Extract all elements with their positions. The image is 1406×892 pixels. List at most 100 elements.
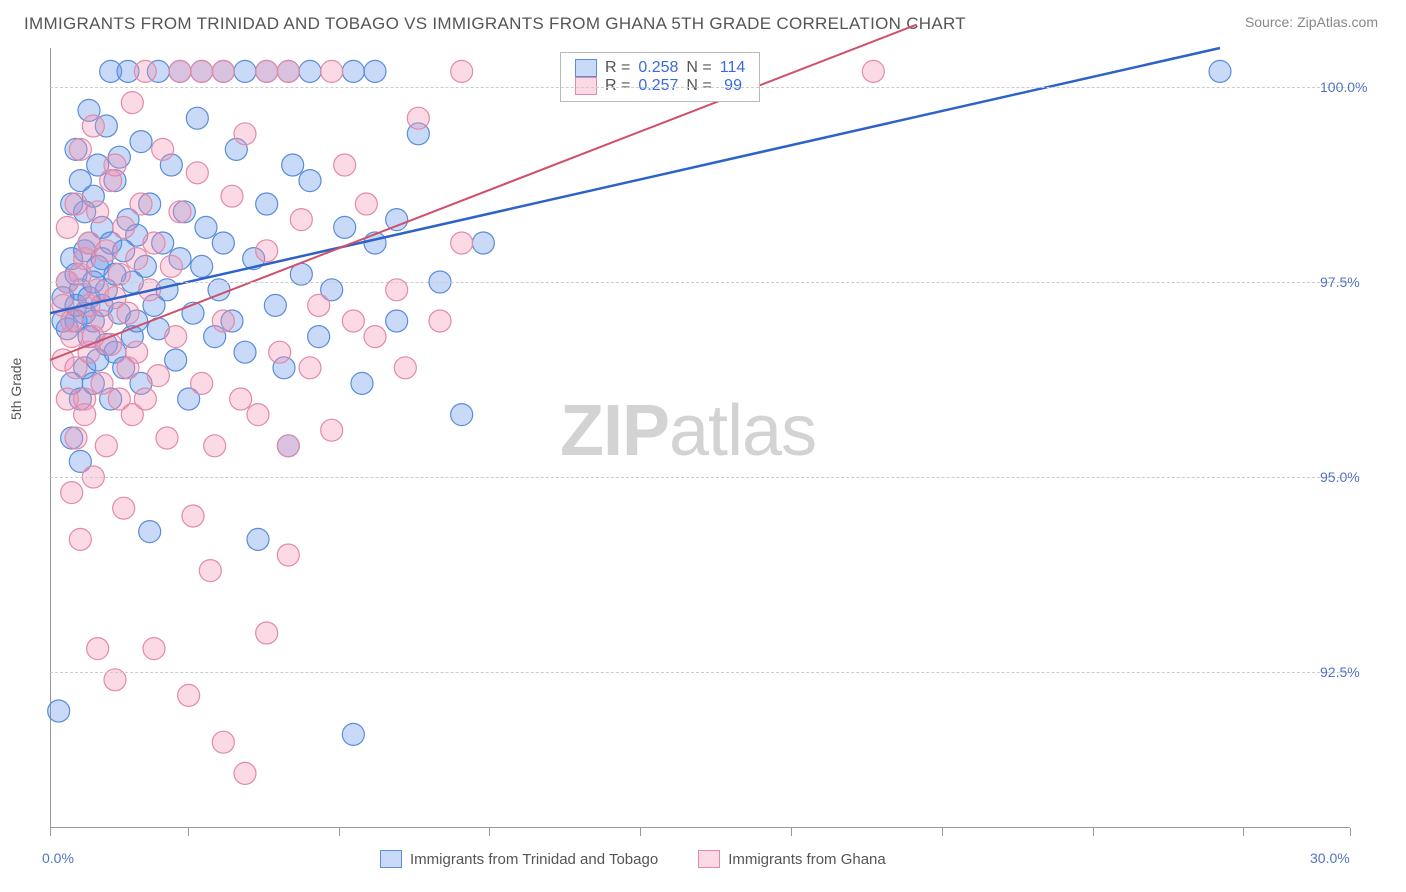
scatter-point-ghana	[87, 201, 109, 223]
r-label: R =	[605, 59, 630, 77]
scatter-point-ghana	[269, 341, 291, 363]
gridline-h	[50, 87, 1350, 88]
scatter-point-ghana	[178, 684, 200, 706]
scatter-point-trinidad	[165, 349, 187, 371]
scatter-point-trinidad	[386, 209, 408, 231]
y-tick-label: 92.5%	[1320, 664, 1360, 680]
scatter-point-ghana	[134, 388, 156, 410]
scatter-point-trinidad	[334, 216, 356, 238]
scatter-point-ghana	[126, 341, 148, 363]
x-tick	[942, 828, 943, 836]
scatter-point-ghana	[321, 419, 343, 441]
scatter-plot	[50, 48, 1350, 828]
n-label: N =	[686, 77, 711, 95]
scatter-point-trinidad	[139, 521, 161, 543]
legend-label: Immigrants from Ghana	[728, 851, 886, 868]
scatter-point-trinidad	[247, 528, 269, 550]
scatter-point-ghana	[199, 560, 221, 582]
scatter-point-ghana	[113, 497, 135, 519]
scatter-point-ghana	[364, 326, 386, 348]
scatter-point-ghana	[230, 388, 252, 410]
r-value: 0.257	[638, 77, 678, 95]
scatter-point-ghana	[321, 60, 343, 82]
swatch-blue-icon	[380, 850, 402, 868]
scatter-point-ghana	[394, 357, 416, 379]
legend-item-ghana: Immigrants from Ghana	[698, 850, 886, 868]
scatter-point-ghana	[256, 60, 278, 82]
scatter-point-ghana	[134, 60, 156, 82]
x-tick-max: 30.0%	[1310, 850, 1350, 866]
scatter-point-ghana	[451, 232, 473, 254]
scatter-point-ghana	[156, 427, 178, 449]
y-axis-label: 5th Grade	[8, 358, 24, 420]
scatter-point-trinidad	[130, 131, 152, 153]
scatter-point-ghana	[61, 310, 83, 332]
scatter-point-ghana	[212, 731, 234, 753]
scatter-point-trinidad	[342, 723, 364, 745]
scatter-point-ghana	[91, 310, 113, 332]
scatter-point-ghana	[104, 154, 126, 176]
scatter-point-ghana	[299, 357, 321, 379]
scatter-point-ghana	[277, 544, 299, 566]
x-tick	[640, 828, 641, 836]
scatter-point-trinidad	[299, 60, 321, 82]
swatch-pink-icon	[698, 850, 720, 868]
gridline-h	[50, 672, 1350, 673]
scatter-point-trinidad	[48, 700, 70, 722]
scatter-point-trinidad	[364, 60, 386, 82]
scatter-point-ghana	[143, 232, 165, 254]
scatter-point-ghana	[429, 310, 451, 332]
scatter-point-ghana	[117, 302, 139, 324]
scatter-point-ghana	[186, 162, 208, 184]
scatter-point-ghana	[74, 404, 96, 426]
scatter-point-ghana	[451, 60, 473, 82]
correlation-row-trinidad: R = 0.258 N = 114	[575, 59, 745, 77]
correlation-legend: R = 0.258 N = 114 R = 0.257 N = 99	[560, 52, 760, 102]
source-label: Source: ZipAtlas.com	[1245, 14, 1378, 30]
legend-label: Immigrants from Trinidad and Tobago	[410, 851, 658, 868]
scatter-point-trinidad	[299, 170, 321, 192]
scatter-point-trinidad	[1209, 60, 1231, 82]
scatter-point-ghana	[308, 294, 330, 316]
scatter-point-ghana	[862, 60, 884, 82]
scatter-point-trinidad	[212, 232, 234, 254]
scatter-point-ghana	[277, 60, 299, 82]
x-tick	[1243, 828, 1244, 836]
x-tick	[339, 828, 340, 836]
legend-item-trinidad: Immigrants from Trinidad and Tobago	[380, 850, 658, 868]
scatter-point-ghana	[61, 482, 83, 504]
scatter-point-ghana	[169, 201, 191, 223]
scatter-point-ghana	[143, 638, 165, 660]
scatter-point-trinidad	[264, 294, 286, 316]
scatter-point-trinidad	[308, 326, 330, 348]
scatter-point-ghana	[234, 762, 256, 784]
scatter-point-trinidad	[342, 60, 364, 82]
scatter-point-ghana	[56, 216, 78, 238]
scatter-point-ghana	[130, 193, 152, 215]
scatter-point-ghana	[221, 185, 243, 207]
scatter-point-ghana	[95, 435, 117, 457]
scatter-point-trinidad	[282, 154, 304, 176]
scatter-point-ghana	[95, 240, 117, 262]
scatter-point-ghana	[204, 435, 226, 457]
r-value: 0.258	[638, 59, 678, 77]
scatter-point-ghana	[247, 404, 269, 426]
scatter-point-trinidad	[191, 255, 213, 277]
gridline-h	[50, 477, 1350, 478]
scatter-point-trinidad	[234, 341, 256, 363]
scatter-point-ghana	[91, 372, 113, 394]
correlation-row-ghana: R = 0.257 N = 99	[575, 77, 745, 95]
x-tick	[188, 828, 189, 836]
scatter-point-trinidad	[186, 107, 208, 129]
scatter-point-trinidad	[351, 372, 373, 394]
scatter-point-trinidad	[386, 310, 408, 332]
scatter-point-ghana	[234, 123, 256, 145]
scatter-point-ghana	[290, 209, 312, 231]
n-value: 114	[720, 59, 746, 77]
scatter-point-ghana	[69, 138, 91, 160]
chart-title: IMMIGRANTS FROM TRINIDAD AND TOBAGO VS I…	[24, 14, 966, 34]
scatter-point-ghana	[160, 255, 182, 277]
scatter-point-ghana	[355, 193, 377, 215]
scatter-point-ghana	[82, 115, 104, 137]
scatter-point-ghana	[256, 622, 278, 644]
